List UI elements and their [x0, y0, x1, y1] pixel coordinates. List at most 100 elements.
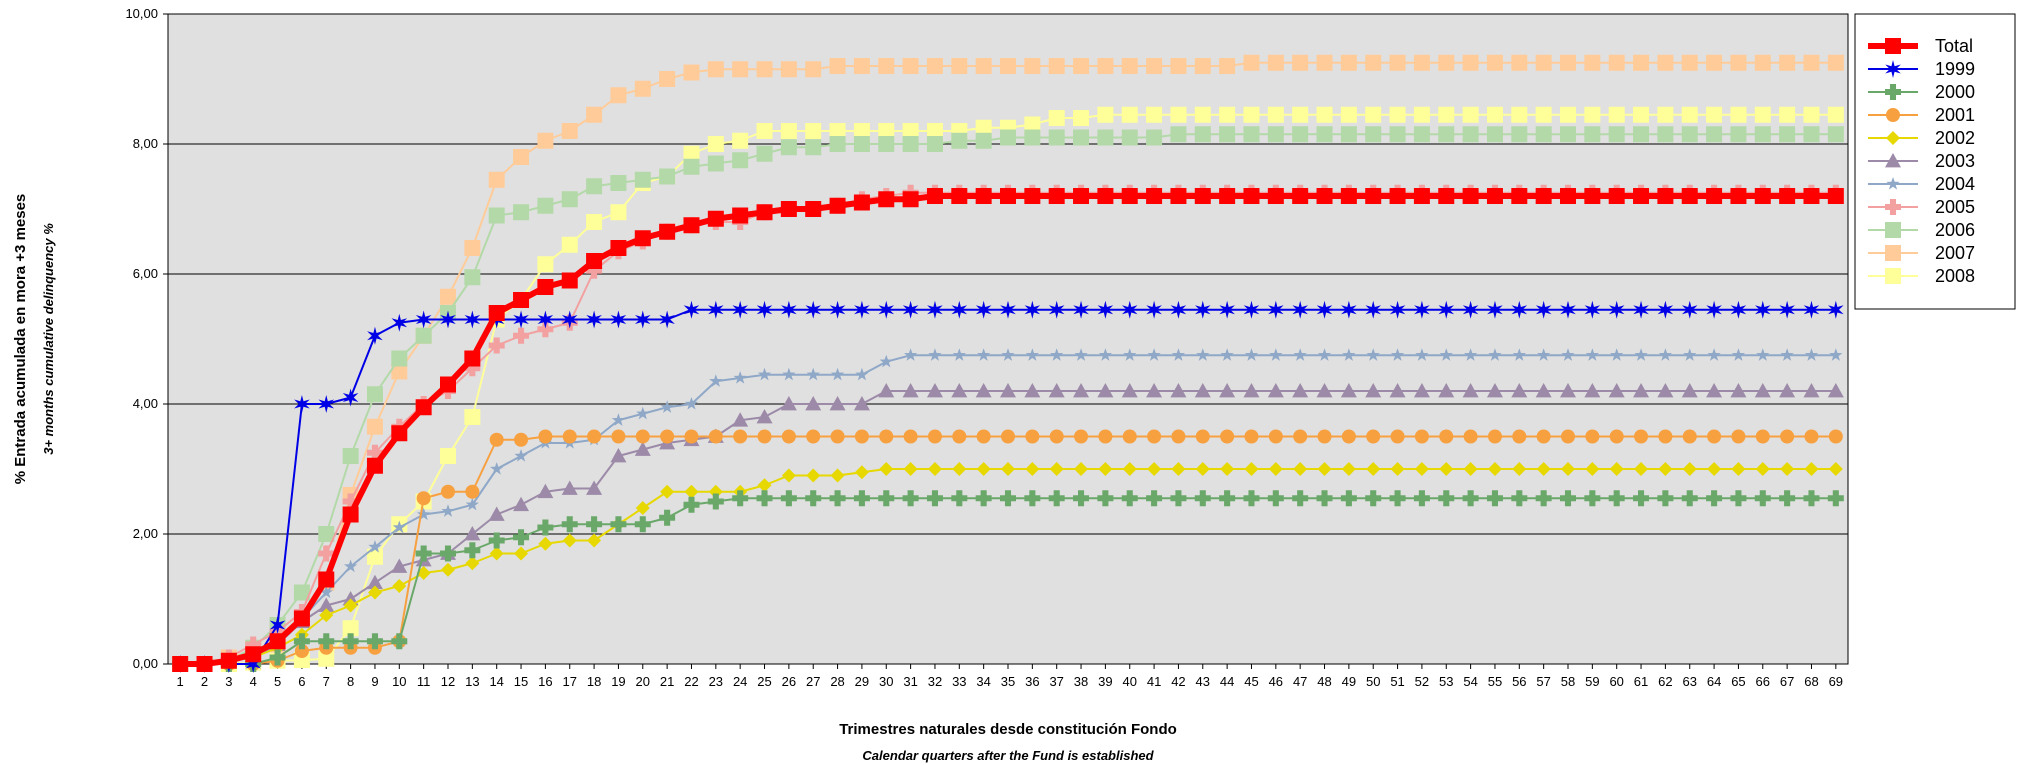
x-tick-label: 32	[928, 674, 942, 689]
data-point-1999	[1706, 300, 1722, 319]
data-point-2005	[342, 493, 359, 510]
data-point-total	[1584, 188, 1601, 204]
data-point-2007	[1073, 58, 1090, 74]
data-point-2003	[586, 480, 603, 495]
data-point-total	[1657, 188, 1674, 204]
data-point-2004	[928, 348, 942, 361]
data-point-total	[220, 652, 237, 669]
data-point-1999	[1170, 300, 1187, 319]
x-tick-label: 68	[1804, 674, 1818, 689]
data-point-2001	[927, 429, 942, 444]
data-point-2005	[318, 545, 335, 562]
data-point-2000	[1730, 490, 1747, 507]
data-point-2007	[780, 61, 797, 78]
x-tick-label: 28	[830, 674, 844, 689]
data-point-2002	[1828, 462, 1843, 476]
data-point-total	[196, 656, 213, 672]
data-point-1999	[1535, 300, 1552, 319]
data-point-2000	[756, 490, 773, 507]
legend-swatch-marker	[1885, 84, 1901, 100]
data-point-2000	[1073, 490, 1090, 507]
x-tick-label: 61	[1634, 674, 1648, 689]
data-point-total	[440, 376, 456, 393]
data-point-2000	[1657, 490, 1674, 507]
data-point-2002	[684, 484, 699, 499]
data-point-2007	[1681, 54, 1698, 71]
x-tick-label: 44	[1220, 674, 1234, 689]
x-tick-label: 41	[1147, 674, 1161, 689]
data-point-total	[1340, 188, 1357, 204]
x-axis-title: Trimestres naturales desde constitución …	[839, 721, 1177, 738]
series-2002	[173, 462, 1843, 671]
x-tick-label: 26	[782, 674, 796, 689]
data-point-1999	[1560, 300, 1576, 319]
data-point-1999	[1754, 300, 1771, 319]
data-point-2000	[975, 490, 992, 507]
data-point-1999	[634, 310, 651, 329]
data-point-2003	[1267, 383, 1284, 398]
data-point-2006	[829, 136, 846, 152]
data-point-2002	[538, 536, 553, 551]
data-point-2001	[1195, 429, 1210, 444]
data-point-2008	[1681, 106, 1698, 123]
data-point-1999	[781, 300, 797, 319]
data-point-total	[1170, 188, 1187, 204]
data-point-2004	[757, 367, 772, 381]
data-point-2007	[488, 171, 505, 188]
data-point-2008	[1121, 106, 1138, 123]
x-tick-label: 64	[1707, 674, 1721, 689]
data-point-2007	[513, 149, 530, 165]
data-point-2008	[1584, 106, 1601, 123]
data-point-2006	[1584, 126, 1601, 143]
data-point-2003	[1754, 383, 1771, 398]
data-point-2004	[1050, 348, 1064, 361]
data-point-2006	[1000, 129, 1016, 146]
data-point-2000	[1633, 490, 1650, 507]
data-point-total	[829, 197, 846, 214]
data-point-2005	[537, 321, 554, 338]
x-tick-label: 42	[1171, 674, 1185, 689]
data-point-2003	[1438, 383, 1455, 398]
legend-item-2005: 2005	[1868, 197, 1975, 217]
data-point-2003	[488, 506, 505, 521]
data-point-1999	[1097, 300, 1114, 319]
data-point-2008	[1316, 106, 1333, 123]
data-point-2004	[636, 406, 650, 420]
data-point-2006	[1146, 129, 1163, 146]
data-point-2006	[1486, 126, 1503, 143]
data-point-2006	[756, 145, 773, 162]
x-tick-label: 18	[587, 674, 601, 689]
x-tick-label: 3	[225, 674, 232, 689]
data-point-total	[1462, 188, 1479, 204]
data-point-1999	[1194, 300, 1211, 319]
data-point-2000	[926, 490, 943, 507]
data-point-2004	[611, 413, 626, 426]
data-point-2004	[1561, 348, 1575, 361]
data-point-2006	[732, 152, 749, 169]
x-tick-label: 9	[371, 674, 378, 689]
data-point-2007	[1243, 54, 1260, 71]
x-tick-label: 59	[1585, 674, 1599, 689]
data-point-1999	[756, 300, 773, 319]
data-point-2003	[1803, 383, 1820, 398]
data-point-2001	[1512, 429, 1527, 444]
data-point-total	[488, 305, 505, 321]
x-tick-label: 27	[806, 674, 820, 689]
series-1999	[172, 300, 1844, 673]
data-point-2007	[1413, 54, 1430, 71]
data-point-2000	[1486, 490, 1503, 507]
y-tick-label: 6,00	[133, 266, 158, 281]
data-point-2002	[1317, 462, 1332, 476]
data-point-1999	[1414, 300, 1430, 319]
data-point-2005	[464, 360, 481, 377]
data-point-total	[342, 506, 359, 523]
data-point-1999	[342, 388, 359, 407]
data-point-2008	[1633, 106, 1650, 123]
data-point-total	[1292, 188, 1309, 204]
legend-swatch-marker	[1885, 222, 1901, 238]
data-point-2001	[416, 491, 431, 506]
data-point-2006	[1365, 126, 1382, 143]
data-point-2001	[562, 429, 577, 444]
data-point-1999	[513, 310, 529, 329]
x-tick-label: 25	[757, 674, 771, 689]
